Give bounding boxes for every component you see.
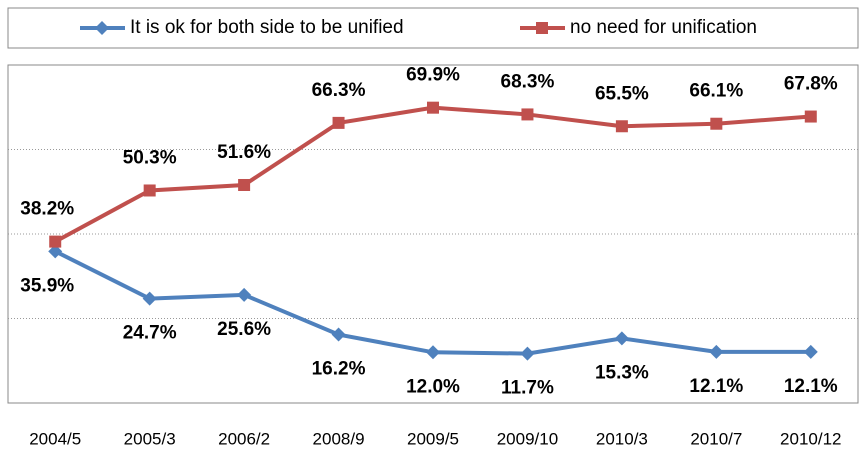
data-label: 69.9% xyxy=(406,65,460,86)
data-label: 24.7% xyxy=(123,323,177,344)
data-label: 12.1% xyxy=(689,376,743,397)
marker xyxy=(143,184,156,197)
marker xyxy=(331,327,346,342)
marker xyxy=(614,331,629,346)
data-label: 16.2% xyxy=(312,359,366,380)
marker xyxy=(521,108,534,121)
marker xyxy=(426,345,440,360)
data-label: 38.2% xyxy=(20,199,74,220)
marker xyxy=(49,235,62,248)
data-label: 66.1% xyxy=(689,81,743,102)
data-label: 65.5% xyxy=(595,83,649,104)
marker xyxy=(709,344,724,359)
data-label: 35.9% xyxy=(20,275,74,296)
legend-label: no need for unification xyxy=(570,17,757,38)
marker xyxy=(332,116,345,129)
data-label: 50.3% xyxy=(123,147,177,168)
data-label: 15.3% xyxy=(595,362,649,383)
data-label: 51.6% xyxy=(217,142,271,163)
data-label: 68.3% xyxy=(501,71,555,92)
marker xyxy=(804,110,817,123)
x-tick-label: 2010/12 xyxy=(780,429,841,448)
marker xyxy=(520,346,535,361)
marker xyxy=(48,244,63,259)
x-tick-label: 2008/9 xyxy=(313,429,365,448)
x-tick-label: 2005/3 xyxy=(124,429,176,448)
marker xyxy=(536,22,548,34)
marker xyxy=(95,21,109,35)
marker xyxy=(427,101,439,114)
x-tick-label: 2006/2 xyxy=(218,429,270,448)
x-tick-label: 2009/10 xyxy=(497,429,558,448)
marker xyxy=(615,120,628,133)
marker xyxy=(142,291,157,306)
data-label: 12.0% xyxy=(406,376,460,397)
x-tick-label: 2009/5 xyxy=(407,429,459,448)
marker xyxy=(237,287,252,302)
legend-box xyxy=(7,7,859,49)
marker xyxy=(710,117,723,130)
data-label: 12.1% xyxy=(784,376,838,397)
marker xyxy=(238,178,251,191)
x-tick-label: 2004/5 xyxy=(29,429,81,448)
data-label: 11.7% xyxy=(501,378,554,399)
x-tick-label: 2010/7 xyxy=(690,429,742,448)
x-tick-label: 2010/3 xyxy=(596,429,648,448)
data-label: 67.8% xyxy=(784,74,838,95)
data-label: 66.3% xyxy=(312,80,366,101)
legend-label: It is ok for both side to be unified xyxy=(130,17,404,38)
data-label: 25.6% xyxy=(217,319,271,340)
marker xyxy=(803,344,818,359)
